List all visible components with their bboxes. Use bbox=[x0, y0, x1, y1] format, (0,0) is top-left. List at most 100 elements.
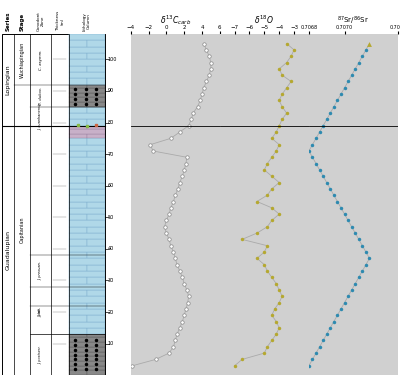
Bar bbox=[87, 214, 105, 221]
Bar bbox=[87, 176, 105, 183]
Bar bbox=[87, 92, 105, 97]
Bar bbox=[69, 221, 105, 227]
Bar bbox=[69, 41, 87, 47]
Bar bbox=[87, 328, 105, 334]
Text: 100: 100 bbox=[108, 57, 117, 62]
Bar bbox=[2, 34, 105, 375]
X-axis label: $\delta^{13}C_{carb}$: $\delta^{13}C_{carb}$ bbox=[160, 13, 191, 27]
Bar bbox=[87, 119, 105, 126]
Bar bbox=[87, 342, 105, 347]
Bar bbox=[69, 92, 87, 97]
Bar bbox=[69, 334, 87, 337]
Text: Thickness
(m): Thickness (m) bbox=[56, 11, 64, 31]
Bar bbox=[69, 315, 87, 321]
Text: 60: 60 bbox=[108, 183, 114, 188]
Bar bbox=[69, 72, 105, 78]
Bar bbox=[69, 356, 105, 361]
Bar bbox=[69, 170, 105, 176]
Bar bbox=[87, 53, 105, 60]
Bar bbox=[87, 315, 105, 321]
Text: J. shan.: J. shan. bbox=[39, 307, 43, 317]
Bar bbox=[69, 347, 105, 352]
Bar bbox=[87, 85, 105, 88]
Bar bbox=[69, 78, 87, 85]
Bar bbox=[69, 309, 105, 315]
Bar bbox=[69, 129, 105, 134]
Text: 40: 40 bbox=[108, 246, 114, 251]
Text: C. asymm.: C. asymm. bbox=[39, 49, 43, 70]
Bar bbox=[69, 277, 87, 283]
Text: 70: 70 bbox=[108, 152, 114, 157]
Bar bbox=[69, 252, 87, 258]
Bar bbox=[69, 107, 87, 113]
Bar bbox=[87, 252, 105, 258]
Bar bbox=[69, 265, 87, 271]
Bar bbox=[69, 47, 105, 53]
Bar bbox=[87, 334, 105, 337]
Text: J. postserr.: J. postserr. bbox=[39, 345, 43, 364]
Bar bbox=[87, 290, 105, 296]
Bar bbox=[87, 277, 105, 283]
Text: 20: 20 bbox=[108, 310, 114, 315]
Bar bbox=[69, 85, 87, 88]
Bar bbox=[87, 138, 105, 145]
Text: J. alt.: J. alt. bbox=[39, 308, 43, 316]
Bar bbox=[87, 41, 105, 47]
Bar bbox=[69, 60, 105, 66]
X-axis label: $\delta^{18}O$: $\delta^{18}O$ bbox=[254, 13, 274, 25]
Bar bbox=[87, 164, 105, 170]
Bar bbox=[87, 102, 105, 107]
Bar bbox=[69, 342, 87, 347]
Bar bbox=[69, 195, 105, 202]
Bar bbox=[69, 88, 105, 92]
Bar bbox=[69, 361, 87, 366]
Bar bbox=[69, 208, 105, 214]
Bar bbox=[87, 126, 105, 129]
Bar bbox=[69, 138, 87, 145]
Text: 10: 10 bbox=[108, 341, 114, 346]
Bar bbox=[69, 352, 87, 356]
Bar bbox=[69, 97, 105, 102]
Bar bbox=[69, 283, 105, 290]
Bar bbox=[69, 302, 87, 309]
Bar bbox=[69, 227, 87, 233]
Bar bbox=[87, 352, 105, 356]
Bar bbox=[69, 126, 87, 129]
Bar bbox=[69, 102, 87, 107]
Bar bbox=[69, 145, 105, 151]
Bar bbox=[69, 157, 105, 164]
Text: Stage: Stage bbox=[20, 13, 24, 31]
Text: 30: 30 bbox=[108, 278, 114, 283]
Bar bbox=[69, 258, 105, 265]
Bar bbox=[69, 246, 105, 252]
Bar bbox=[69, 189, 87, 195]
Text: Capitanian: Capitanian bbox=[20, 217, 24, 243]
Bar bbox=[69, 296, 105, 302]
Bar bbox=[69, 176, 87, 183]
Bar bbox=[87, 227, 105, 233]
Bar bbox=[69, 164, 87, 170]
Bar bbox=[87, 240, 105, 246]
Bar bbox=[69, 371, 87, 375]
Bar bbox=[69, 202, 87, 208]
Text: Conodont
Zone: Conodont Zone bbox=[36, 11, 45, 31]
Bar bbox=[69, 240, 87, 246]
Text: Lopingian: Lopingian bbox=[5, 64, 10, 95]
Bar bbox=[69, 134, 87, 138]
Bar bbox=[87, 265, 105, 271]
Bar bbox=[69, 151, 87, 157]
Bar bbox=[87, 151, 105, 157]
Bar bbox=[87, 202, 105, 208]
Bar bbox=[87, 78, 105, 85]
Text: 80: 80 bbox=[108, 120, 114, 125]
X-axis label: $^{87}$Sr/$^{86}$Sr: $^{87}$Sr/$^{86}$Sr bbox=[338, 15, 370, 27]
Bar bbox=[69, 183, 105, 189]
Text: 50: 50 bbox=[108, 215, 114, 220]
Bar bbox=[69, 119, 87, 126]
Bar bbox=[69, 321, 105, 328]
Bar bbox=[87, 371, 105, 375]
Bar bbox=[87, 302, 105, 309]
Bar bbox=[69, 233, 105, 240]
Bar bbox=[87, 134, 105, 138]
Bar bbox=[69, 290, 87, 296]
